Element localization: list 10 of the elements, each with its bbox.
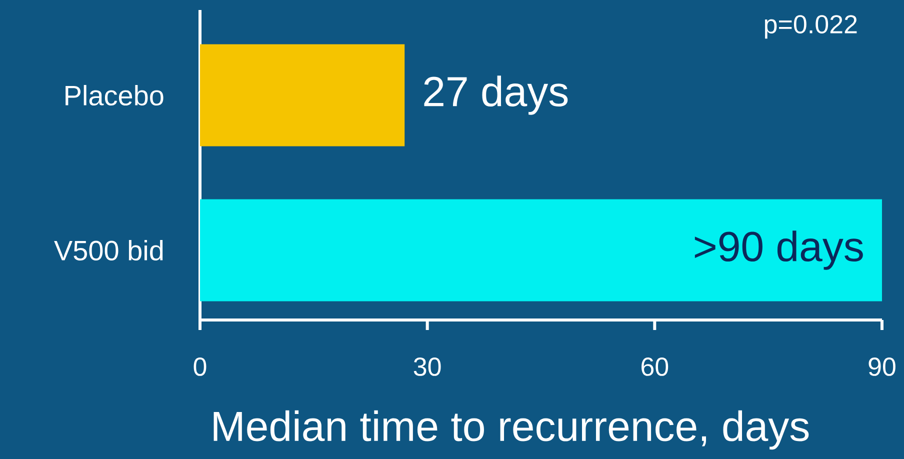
data-label: >90 days [694,230,863,270]
x-tick-label: 90 [868,358,896,376]
y-tick-label: Placebo [66,84,164,106]
x-tick-label: 60 [642,358,668,376]
x-tick-label: 30 [414,358,441,376]
data-label: 27 days [424,76,568,115]
y-tick-label: V500 bid [54,240,163,261]
x-tick-label: 0 [194,358,206,376]
x-axis-title: Median time to recurrence, days [214,410,809,450]
annotation: p=0.022 [764,15,857,39]
